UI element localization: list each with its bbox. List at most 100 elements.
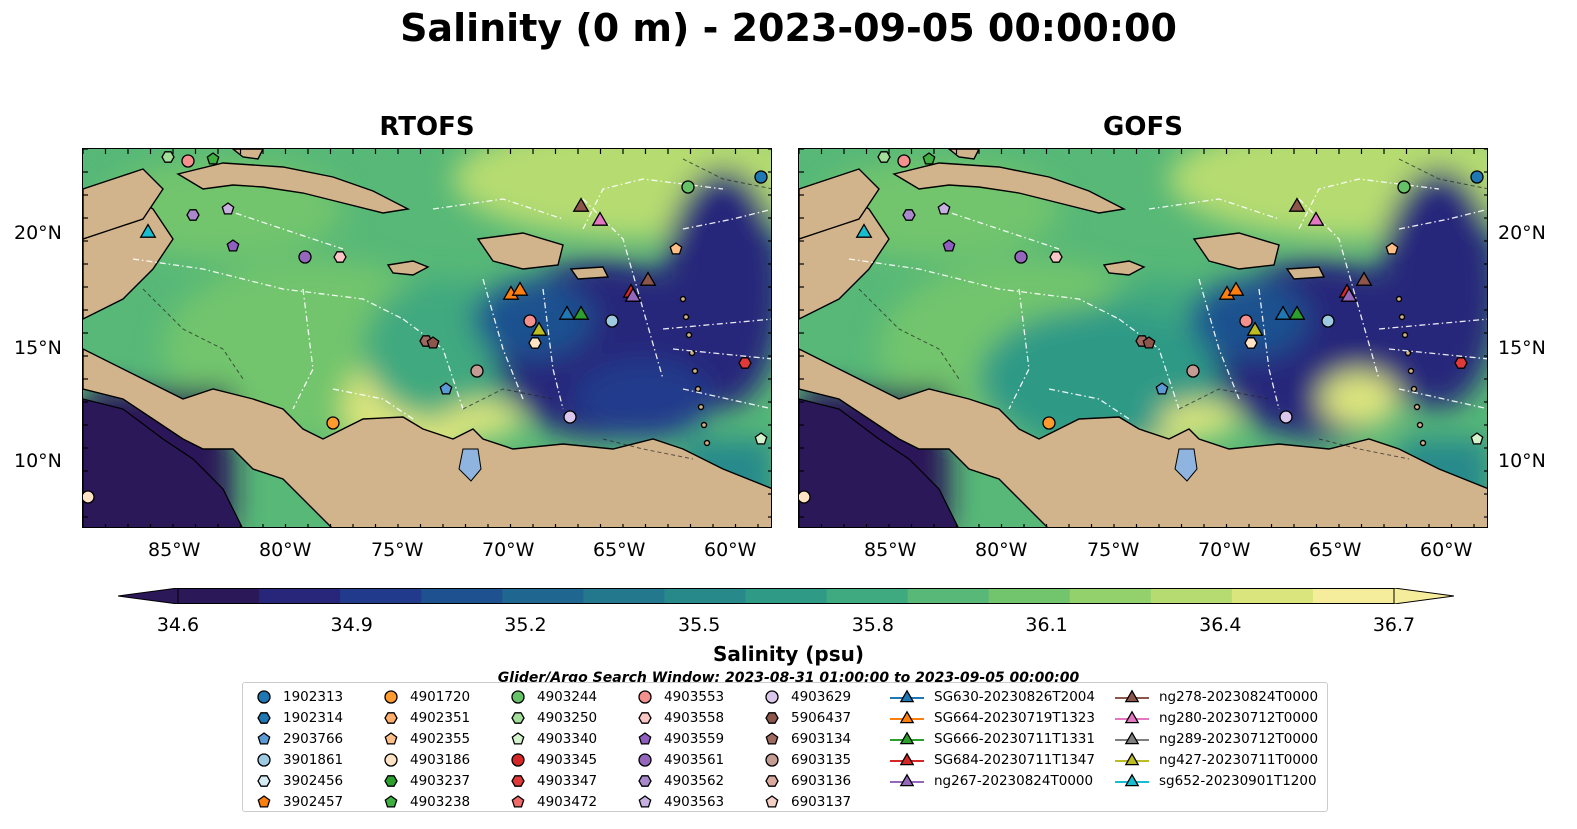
legend-entry-label: 6903136 [791,772,852,789]
legend-entry-label: 4903345 [537,751,598,768]
legend-entry: ng280-20230712T0000 [1115,707,1318,728]
lat-tick-label-right: 10°N [1498,450,1546,472]
lon-tick-label: 60°W [1420,539,1473,561]
legend-float-icon [638,731,652,745]
legend-float-icon [384,689,398,704]
legend-entry: 4903562 [636,770,724,791]
legend-float-icon [511,774,525,787]
legend-entry: 5906437 [763,707,851,728]
argo-float-marker [1470,432,1484,445]
argo-float-marker [1385,242,1399,255]
glider-marker [1355,271,1373,286]
legend-entry: 4903250 [509,707,597,728]
legend-float-icon [638,774,652,787]
legend-float-icon [257,774,271,787]
colorbar [117,587,1455,605]
glider-marker [855,223,873,238]
glider-marker [139,223,157,238]
legend-float-icon [765,731,779,745]
legend-entry: 6903137 [763,791,851,812]
argo-float-marker [681,180,695,194]
argo-float-marker [439,382,453,395]
legend-entry-label: 2903766 [283,730,344,747]
argo-float-marker [922,152,936,165]
legend-entry: SG684-20230711T1347 [890,749,1095,770]
legend-glider-icon [1124,730,1140,744]
legend-entry-label: 4903629 [791,688,852,705]
legend-glider-icon [1124,751,1140,765]
gofs-map[interactable] [798,148,1488,528]
legend-float-icon [257,731,271,745]
legend-entry-label: 4902355 [410,730,471,747]
lat-tick-label-left: 15°N [14,337,62,359]
argo-float-marker [83,490,95,504]
argo-float-marker [563,410,577,424]
legend-entry: 4903563 [636,791,724,812]
legend-entry: SG630-20230826T2004 [890,686,1095,707]
legend-float-icon [257,794,271,808]
glider-marker [530,321,548,336]
legend-float-icon [638,752,652,767]
legend-float-icon [257,752,271,767]
glider-marker [1288,197,1306,212]
legend-entry-label: SG664-20230719T1323 [934,709,1095,726]
argo-float-marker [897,154,911,168]
lon-tick-label: 70°W [482,539,535,561]
argo-float-marker [326,416,340,430]
legend-entry: 4903561 [636,749,724,770]
argo-float-marker [754,432,768,445]
figure-title: Salinity (0 m) - 2023-09-05 00:00:00 [400,6,1177,50]
argo-float-marker [1397,180,1411,194]
legend-entry-label: ng278-20230824T0000 [1159,688,1319,705]
argo-float-marker [470,364,484,378]
argo-float-marker [206,152,220,165]
legend-float-icon [384,752,398,767]
legend-entry: ng289-20230712T0000 [1115,728,1318,749]
legend-entry: 3902456 [255,770,343,791]
legend-entry: 4902351 [382,707,470,728]
legend-float-icon [384,794,398,808]
argo-float-marker [1454,357,1468,369]
argo-float-marker [523,314,537,328]
argo-float-marker [1244,337,1258,349]
rtofs-map[interactable] [82,148,772,528]
legend-entry: 2903766 [255,728,343,749]
legend-entry-label: 4902351 [410,709,471,726]
lon-tick-label: 80°W [975,539,1028,561]
argo-float-marker [937,202,951,215]
lat-tick-label-right: 20°N [1498,222,1546,244]
legend-entry: 6903135 [763,749,851,770]
legend-entry: 3901861 [255,749,343,770]
colorbar-tick-label: 36.4 [1199,614,1242,636]
colorbar-tick-label: 34.6 [156,614,200,636]
argo-float-marker [528,337,542,349]
legend-entry-label: SG630-20230826T2004 [934,688,1095,705]
legend-entry: 4903237 [382,770,470,791]
legend-entry: sg652-20230901T1200 [1115,770,1317,791]
lon-tick-label: 65°W [1309,539,1362,561]
legend-entry: 4903558 [636,707,724,728]
legend-entry-label: 4903237 [410,772,471,789]
argo-float-marker [1155,382,1169,395]
argo-float-marker [799,490,811,504]
legend-entry: 4903244 [509,686,597,707]
legend-entry-label: 4903563 [664,793,725,810]
legend-entry-label: SG684-20230711T1347 [934,751,1095,768]
colorbar-tick-label: 36.1 [1025,614,1068,636]
legend-entry-label: ng280-20230712T0000 [1159,709,1319,726]
legend-entry: ng267-20230824T0000 [890,770,1093,791]
legend-float-icon [384,774,398,787]
legend-entry-label: sg652-20230901T1200 [1159,772,1317,789]
legend-entry-label: ng267-20230824T0000 [934,772,1094,789]
argo-float-marker [161,151,175,163]
bathymetry-contours [858,158,1487,460]
argo-float-marker [186,209,200,221]
legend-glider-icon [899,751,915,765]
glider-marker [1227,281,1245,296]
legend-entry: SG666-20230711T1331 [890,728,1095,749]
legend-float-icon [638,689,652,704]
lon-tick-label: 85°W [148,539,201,561]
legend-float-icon [511,752,525,767]
legend-entry-label: 3902456 [283,772,344,789]
lon-tick-label: 65°W [593,539,646,561]
